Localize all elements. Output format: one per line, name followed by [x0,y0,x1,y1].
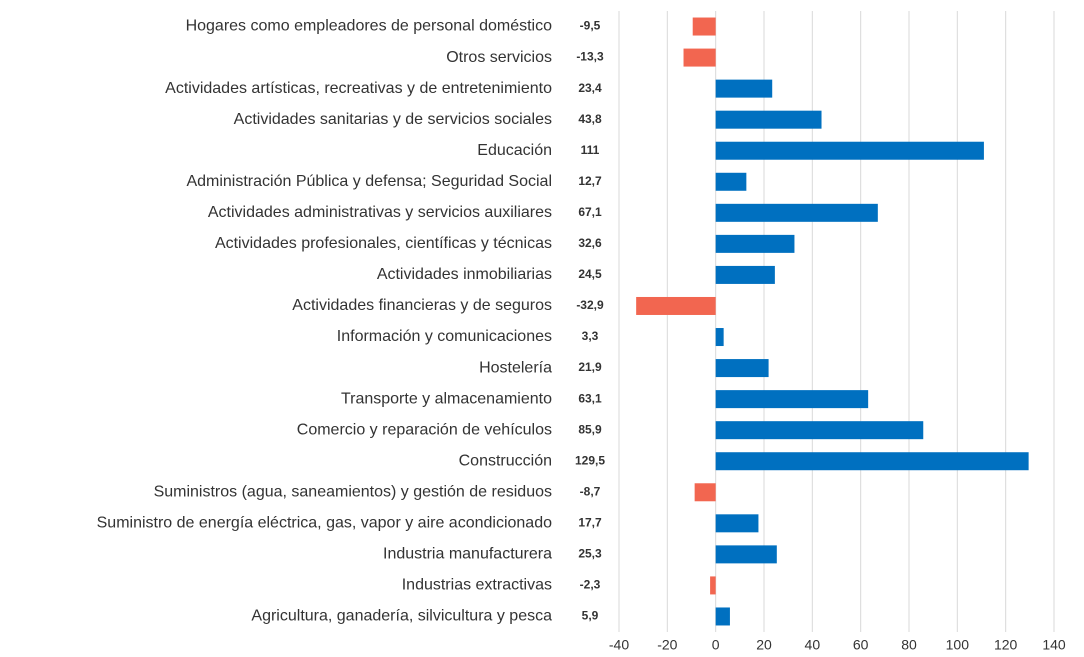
bar [715,545,777,564]
category-label: Actividades inmobiliarias [377,266,552,283]
x-tick-label: 140 [1042,637,1066,653]
value-label: 129,5 [575,453,605,467]
category-label: Industrias extractivas [402,577,552,594]
value-label: 85,9 [578,422,602,436]
category-label: Suministros (agua, saneamientos) y gesti… [154,483,552,500]
value-label: 43,8 [578,112,602,126]
value-label: 21,9 [578,360,602,374]
value-label: 5,9 [582,609,599,623]
bar [715,110,822,129]
x-tick-label: 0 [712,637,720,653]
bar [636,296,716,315]
value-label: 12,7 [578,174,602,188]
value-label: 63,1 [578,391,602,405]
x-tick-label: 120 [994,637,1018,653]
category-label: Actividades profesionales, científicas y… [215,235,552,252]
category-label: Información y comunicaciones [337,328,552,345]
category-label: Educación [477,142,552,159]
bar [715,328,724,347]
bar [715,234,795,253]
value-label: 24,5 [578,267,602,281]
category-label: Actividades artísticas, recreativas y de… [165,80,552,97]
bar [715,79,773,98]
x-tick-label: 80 [901,637,917,653]
bar [715,203,878,222]
category-label: Hogares como empleadores de personal dom… [186,18,553,35]
x-tick-label: 100 [946,637,970,653]
bar [715,607,730,626]
bar [715,514,759,533]
bar [710,576,716,595]
value-label: 3,3 [582,329,599,343]
x-tick-label: -40 [609,637,629,653]
bar [683,48,716,67]
value-label: 17,7 [578,515,602,529]
category-label: Transporte y almacenamiento [341,390,552,407]
bar [715,265,775,284]
category-label: Agricultura, ganadería, silvicultura y p… [251,608,552,625]
category-label: Industria manufacturera [383,546,552,563]
value-label: 23,4 [578,81,602,95]
value-label: -32,9 [576,298,604,312]
value-label: 111 [581,143,600,157]
value-label: -8,7 [580,484,601,498]
bar [694,483,716,502]
bar [715,452,1029,471]
category-label: Construcción [459,452,552,469]
value-label: -9,5 [580,19,601,33]
category-label: Actividades financieras y de seguros [292,297,552,314]
bar [715,172,747,191]
category-label: Administración Pública y defensa; Seguri… [186,173,552,190]
value-label: -2,3 [580,578,601,592]
value-label: 67,1 [578,205,602,219]
x-tick-label: 20 [756,637,772,653]
x-tick-label: 40 [805,637,821,653]
category-label: Otros servicios [446,49,552,66]
bar [692,17,716,36]
bar [715,390,869,409]
category-label: Hostelería [479,359,552,376]
value-label: 32,6 [578,236,602,250]
bar [715,359,769,378]
category-label: Comercio y reparación de vehículos [297,421,552,438]
value-label: 25,3 [578,547,602,561]
x-tick-label: -20 [657,637,677,653]
category-label: Suministro de energía eléctrica, gas, va… [97,515,552,532]
value-label: -13,3 [576,50,604,64]
bar [715,141,984,160]
category-label: Actividades administrativas y servicios … [208,204,552,221]
bar [715,421,924,440]
x-tick-label: 60 [853,637,869,653]
category-label: Actividades sanitarias y de servicios so… [234,111,552,128]
